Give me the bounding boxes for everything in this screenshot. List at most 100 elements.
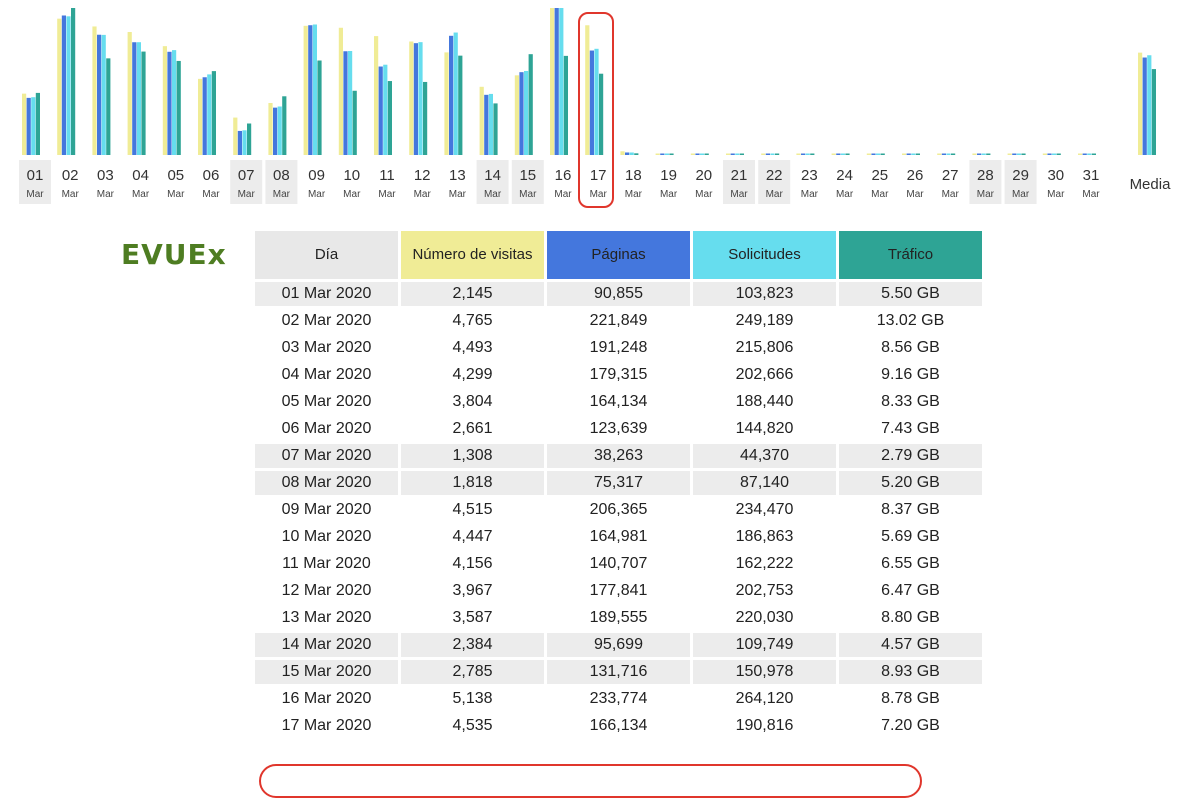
bar-trafico-10: [352, 90, 357, 155]
cell-trafico: 6.47 GB: [881, 582, 940, 599]
month-tick-label: Mar: [343, 189, 361, 200]
table-row: 13 Mar 2020 3,587 189,555 220,030 8.80 GB: [255, 606, 982, 630]
cell-paginas: 140,707: [589, 555, 648, 572]
bar-average-visitas: [1138, 52, 1143, 155]
cell-dia: 01 Mar 2020: [255, 282, 398, 306]
bar-paginas-05: [167, 51, 172, 155]
cell-paginas: 90,855: [547, 282, 690, 306]
table-row: 04 Mar 2020 4,299 179,315 202,666 9.16 GB: [255, 363, 982, 387]
month-tick-label: Mar: [977, 189, 995, 200]
bar-solicitudes-03: [101, 34, 106, 155]
month-tick-label: Mar: [801, 189, 819, 200]
bar-visitas-11: [374, 36, 379, 155]
cell-dia: 08 Mar 2020: [255, 471, 398, 495]
cell-dia: 12 Mar 2020: [281, 582, 372, 599]
average-label: Media: [1130, 176, 1172, 193]
month-tick-label: Mar: [273, 189, 291, 200]
bar-visitas-08: [268, 102, 273, 155]
day-tick-label: 22: [766, 167, 783, 184]
bar-visitas-17: [585, 25, 590, 155]
bar-paginas-23: [801, 153, 806, 155]
bar-trafico-19: [669, 153, 674, 155]
bar-trafico-30: [1056, 153, 1061, 155]
bar-paginas-03: [97, 34, 102, 156]
table-row: 16 Mar 2020 5,138 233,774 264,120 8.78 GB: [255, 687, 982, 711]
bar-solicitudes-21: [735, 153, 740, 155]
header-dia: Día: [255, 231, 398, 279]
day-tick-label: 27: [942, 167, 959, 184]
bar-solicitudes-02: [66, 16, 71, 156]
bar-visitas-15: [514, 75, 519, 155]
bar-paginas-17: [589, 50, 594, 155]
month-tick-label: Mar: [766, 189, 784, 200]
day-tick-label: 12: [414, 167, 431, 184]
bar-solicitudes-09: [312, 24, 317, 156]
bar-solicitudes-15: [524, 70, 529, 155]
bar-solicitudes-12: [418, 42, 423, 155]
weekend-label-bg: [476, 160, 509, 204]
cell-dia: 11 Mar 2020: [282, 555, 371, 572]
cell-trafico: 5.69 GB: [881, 528, 940, 545]
bar-paginas-31: [1082, 153, 1087, 155]
month-tick-label: Mar: [836, 189, 854, 200]
table-row: 05 Mar 2020 3,804 164,134 188,440 8.33 GB: [255, 390, 982, 414]
bar-solicitudes-27: [946, 153, 951, 155]
cell-dia: 04 Mar 2020: [281, 366, 372, 383]
cell-paginas: 95,699: [547, 633, 690, 657]
cell-dia: 09 Mar 2020: [281, 501, 372, 518]
cell-trafico: 5.50 GB: [839, 282, 982, 306]
cell-visitas: 4,447: [452, 528, 493, 545]
bar-solicitudes-30: [1052, 153, 1057, 155]
bar-trafico-13: [458, 55, 463, 156]
table-row: 02 Mar 2020 4,765 221,849 249,189 13.02 GB: [255, 309, 982, 333]
table-row: 14 Mar 2020 2,384 95,699 109,749 4.57 GB: [255, 633, 982, 657]
table-row: 15 Mar 2020 2,785 131,716 150,978 8.93 GB: [255, 660, 982, 684]
cell-solicitudes: 249,189: [735, 312, 794, 329]
month-tick-label: Mar: [132, 189, 150, 200]
cell-visitas: 4,765: [452, 312, 493, 329]
bar-paginas-04: [132, 42, 137, 156]
cell-paginas: 177,841: [589, 582, 648, 599]
bar-paginas-15: [519, 72, 524, 155]
month-tick-label: Mar: [484, 189, 502, 200]
bar-solicitudes-01: [31, 97, 36, 155]
bar-paginas-08: [273, 107, 278, 155]
bar-visitas-13: [444, 52, 449, 155]
bar-trafico-18: [634, 153, 639, 155]
bar-trafico-22: [775, 153, 780, 155]
header-paginas: Páginas: [547, 231, 690, 279]
cell-paginas: 206,365: [589, 501, 648, 518]
cell-paginas: 164,134: [589, 393, 648, 410]
cell-paginas: 191,248: [589, 339, 648, 356]
day-tick-label: 14: [484, 167, 501, 184]
bar-trafico-09: [317, 60, 322, 155]
cell-paginas: 221,849: [589, 312, 648, 329]
cell-trafico: 8.37 GB: [881, 501, 940, 518]
bar-visitas-20: [690, 153, 695, 155]
cell-solicitudes: 264,120: [735, 690, 794, 707]
table-row: 11 Mar 2020 4,156 140,707 162,222 6.55 GB: [255, 552, 982, 576]
bar-solicitudes-19: [664, 153, 669, 155]
month-tick-label: Mar: [554, 189, 572, 200]
bar-solicitudes-17: [594, 48, 599, 155]
bar-paginas-21: [730, 153, 735, 155]
day-tick-label: 01: [27, 167, 44, 184]
bar-trafico-07: [247, 123, 252, 155]
bar-paginas-02: [61, 15, 66, 155]
bar-solicitudes-26: [911, 153, 916, 155]
cell-visitas: 3,804: [452, 393, 493, 410]
cell-visitas: 2,661: [452, 420, 493, 437]
day-tick-label: 11: [379, 167, 395, 184]
day-tick-label: 07: [238, 167, 255, 184]
month-tick-label: Mar: [449, 189, 467, 200]
weekend-label-bg: [758, 160, 791, 204]
day-tick-label: 13: [449, 167, 466, 184]
daily-bar-chart: 01 Mar 02 Mar 03 Mar 04 Mar 05 Mar 06 Mar 07 Mar 08 Mar…: [19, 8, 1172, 204]
table-row: 10 Mar 2020 4,447 164,981 186,863 5.69 GB: [255, 525, 982, 549]
bar-solicitudes-23: [805, 153, 810, 155]
cell-trafico: 6.55 GB: [881, 555, 940, 572]
cell-solicitudes: 103,823: [693, 282, 836, 306]
bar-solicitudes-04: [136, 42, 141, 156]
bar-solicitudes-11: [383, 64, 388, 155]
bar-trafico-17: [599, 73, 604, 155]
